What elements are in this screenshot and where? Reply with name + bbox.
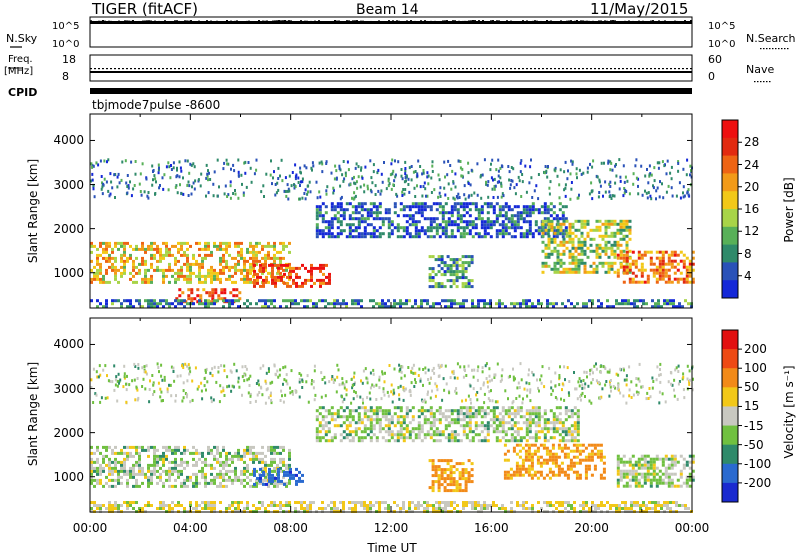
velocity-echo-layer	[90, 362, 695, 513]
nave-label: Nave	[746, 63, 775, 76]
velocity-cbar-tick-2: 50	[744, 380, 760, 395]
velocity-colorbar-cell	[722, 330, 738, 350]
power-ytick-1000: 1000	[53, 265, 84, 280]
xtick-2: 08:00	[273, 521, 308, 535]
beam-label: Beam 14	[356, 2, 419, 18]
velocity-colorbar-label: Velocity [m s⁻¹]	[782, 365, 796, 459]
nsearch-tick-top: 10^5	[708, 21, 736, 32]
power-colorbar-cell	[722, 155, 738, 174]
velocity-ytick-3000: 3000	[53, 381, 84, 396]
power-colorbar-cell	[722, 209, 738, 228]
power-colorbar-cell	[722, 120, 738, 139]
power-ytick-4000: 4000	[53, 133, 84, 148]
date-label: 11/May/2015	[590, 0, 689, 18]
power-colorbar-cell	[722, 173, 738, 192]
radar-title: TIGER (fitACF)	[92, 0, 199, 18]
velocity-colorbar-cell	[722, 406, 738, 427]
xtick-0: 00:00	[72, 521, 108, 535]
colorbars	[721, 119, 742, 503]
power-cbar-tick-1: 8	[744, 246, 752, 261]
velocity-colorbar-cell	[722, 482, 738, 503]
nsearch-label: N.Search	[746, 32, 796, 45]
freq-unit: [MHz]	[4, 66, 34, 77]
velocity-cbar-tick-1: 100	[744, 361, 767, 376]
power-cbar-tick-6: 28	[744, 135, 760, 150]
velocity-colorbar-cell	[722, 387, 738, 407]
power-colorbar-cell	[722, 191, 738, 210]
velocity-colorbar-cell	[722, 368, 738, 388]
cpid-label: CPID	[8, 86, 38, 99]
xtick-1: 04:00	[173, 521, 208, 535]
xtick-5: 20:00	[574, 521, 609, 535]
x-axis-label: Time UT	[367, 541, 417, 555]
freq-tick-bottom: 8	[62, 70, 69, 83]
power-colorbar-cell	[722, 244, 738, 263]
velocity-ylabel: Slant Range [km]	[26, 361, 40, 467]
power-colorbar-cell	[722, 262, 738, 281]
velocity-ytick-4000: 4000	[53, 337, 84, 352]
power-cbar-tick-2: 12	[744, 224, 760, 239]
freq-tick-top: 18	[62, 53, 76, 66]
power-cbar-tick-5: 24	[744, 157, 760, 172]
power-ytick-3000: 3000	[53, 177, 84, 192]
power-ytick-2000: 2000	[53, 221, 84, 236]
velocity-cbar-tick-0: 200	[744, 342, 767, 357]
power-cbar-tick-0: 4	[744, 268, 752, 283]
velocity-cbar-tick-4: -15	[744, 418, 764, 433]
power-colorbar-label: Power [dB]	[782, 177, 796, 243]
nsearch-tick-bottom: 10^0	[708, 39, 736, 50]
xtick-3: 12:00	[373, 521, 409, 535]
power-cbar-tick-4: 20	[744, 179, 760, 194]
power-ylabel: Slant Range [km]	[26, 158, 40, 264]
velocity-colorbar-cell	[722, 425, 738, 446]
nave-tick-bottom: 0	[708, 70, 715, 83]
velocity-ytick-2000: 2000	[53, 425, 84, 440]
power-cbar-tick-3: 16	[744, 202, 760, 216]
velocity-colorbar-cell	[722, 349, 738, 369]
power-colorbar-cell	[722, 280, 738, 299]
velocity-ytick-1000: 1000	[53, 469, 84, 484]
power-colorbar-cell	[722, 137, 738, 157]
nave-tick-top: 60	[708, 53, 722, 66]
nsky-tick-top: 10^5	[52, 21, 80, 32]
velocity-colorbar-cell	[722, 463, 738, 484]
status-traces	[8, 20, 789, 94]
velocity-colorbar-cell	[722, 444, 738, 465]
axis-ticks	[89, 114, 693, 512]
power-colorbar-cell	[722, 226, 738, 246]
cpid-value: tbjmode7pulse -8600	[92, 98, 221, 112]
power-echo-layer	[90, 158, 695, 309]
xtick-6: 00:00	[674, 521, 710, 535]
velocity-cbar-tick-6: -100	[744, 456, 772, 471]
velocity-cbar-tick-5: -50	[744, 437, 764, 452]
freq-label: Freq.	[8, 54, 33, 65]
velocity-cbar-tick-3: 15	[744, 399, 760, 414]
nsky-label: N.Sky	[6, 32, 38, 45]
nsky-tick-bottom: 10^0	[52, 39, 80, 50]
xtick-4: 16:00	[474, 521, 509, 535]
velocity-cbar-tick-7: -200	[744, 475, 772, 490]
